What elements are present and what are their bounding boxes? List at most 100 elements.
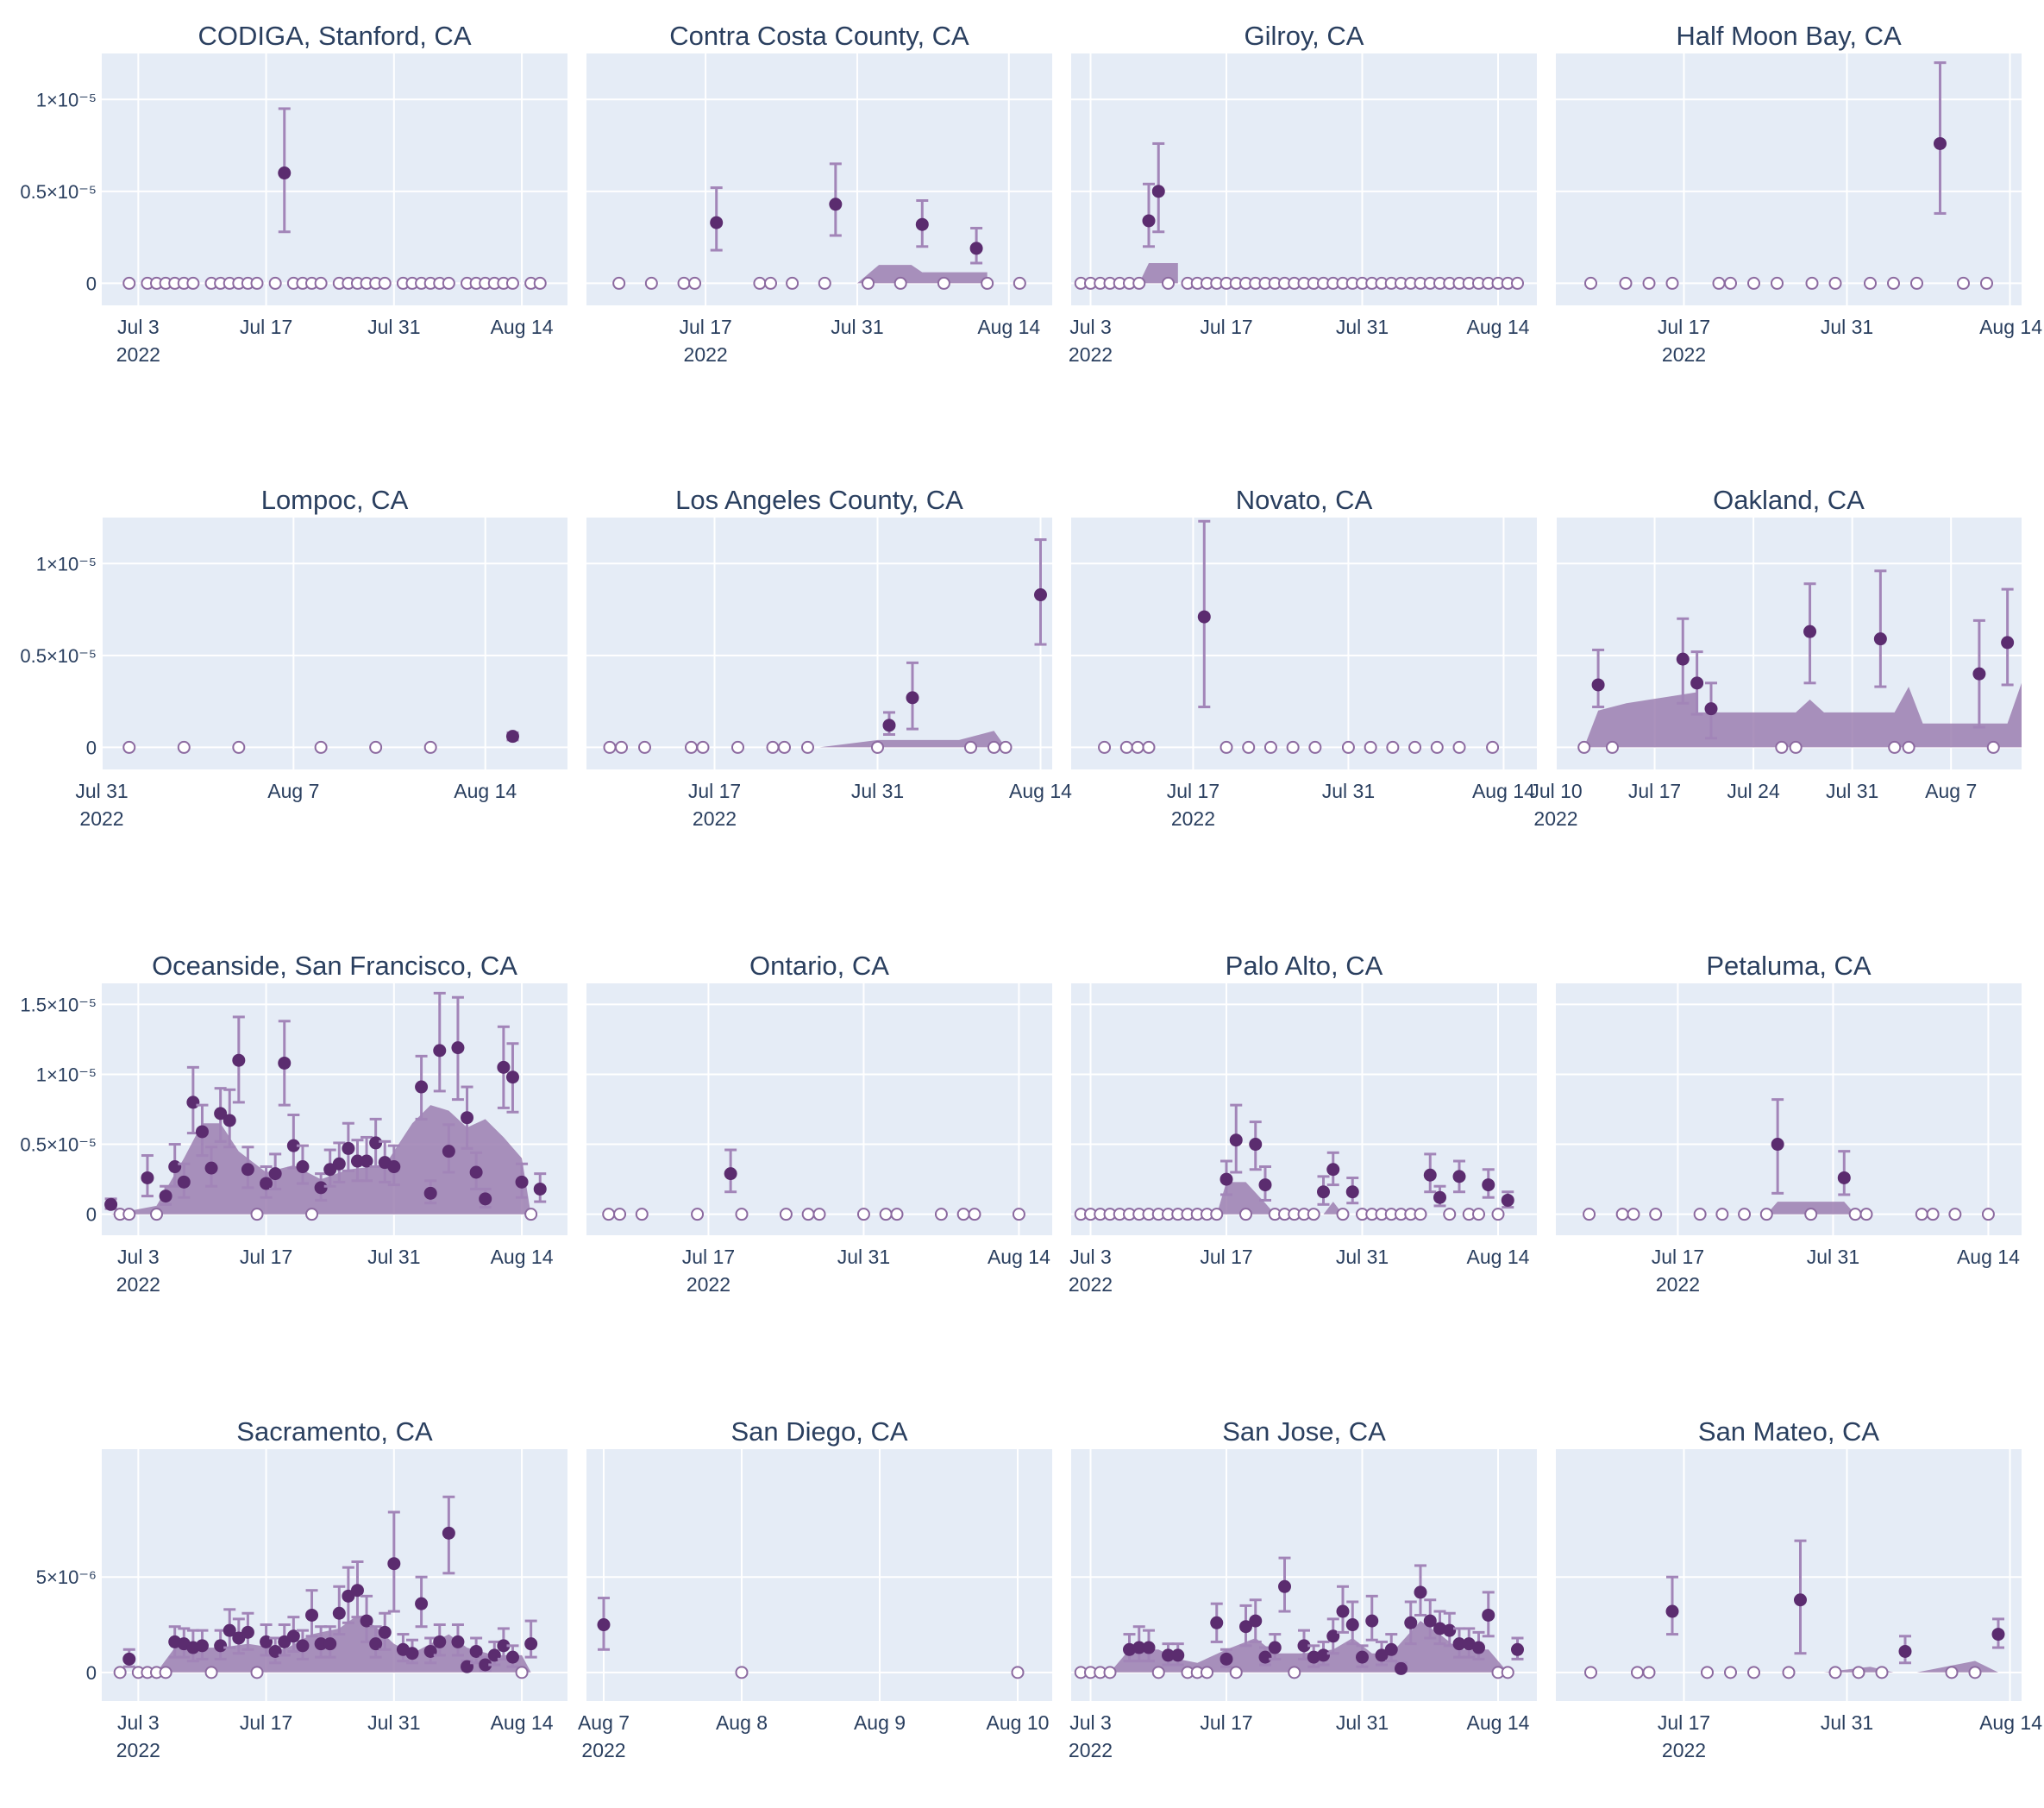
x-tick-label: Aug 14 <box>988 1246 1050 1268</box>
zero-point <box>1771 276 1784 290</box>
zero-point <box>1828 1666 1842 1679</box>
zero-point <box>1229 1666 1243 1679</box>
data-point <box>1197 610 1211 624</box>
data-point <box>350 1584 364 1598</box>
zero-point <box>763 276 777 290</box>
zero-point <box>515 1666 529 1679</box>
y-tick-label: 1×10⁻⁵ <box>36 89 97 110</box>
x-tick-year: 2022 <box>79 807 123 830</box>
zero-point <box>250 1208 264 1221</box>
confidence-band <box>819 731 1006 748</box>
zero-point <box>1712 276 1726 290</box>
subplot-title: Sacramento, CA <box>236 1416 433 1447</box>
subplot-title: Novato, CA <box>1236 485 1373 515</box>
subplot: Contra Costa County, CA Jul 17 2022 Jul 31 A… <box>586 21 1052 366</box>
data-point <box>159 1190 172 1203</box>
zero-point <box>1013 276 1026 290</box>
data-point <box>186 1095 200 1109</box>
data-point <box>1433 1622 1446 1635</box>
zero-point <box>122 740 136 754</box>
data-point <box>415 1080 429 1094</box>
subplot-title: San Jose, CA <box>1222 1416 1386 1447</box>
zero-point <box>688 276 702 290</box>
x-tick-label: Jul 17 <box>1658 316 1710 338</box>
data-point <box>505 730 519 744</box>
zero-point <box>1957 276 1970 290</box>
x-tick-label: Jul 31 <box>1826 780 1878 802</box>
x-tick-label: Jul 31 <box>367 316 420 338</box>
x-tick-label: Jul 17 <box>1652 1246 1704 1268</box>
zero-point <box>871 740 884 754</box>
zero-point <box>1119 740 1133 754</box>
zero-point <box>1782 1666 1796 1679</box>
zero-point <box>779 1208 793 1221</box>
zero-point <box>1501 1666 1514 1679</box>
x-tick-year: 2022 <box>693 807 737 830</box>
data-point <box>1972 667 1986 681</box>
zero-point <box>937 276 950 290</box>
zero-point <box>1336 1208 1350 1221</box>
zero-point <box>1307 1208 1320 1221</box>
subplot: Half Moon Bay, CA Jul 17 2022 Jul 31 Aug 14 <box>1556 21 2042 366</box>
data-point <box>260 1177 273 1190</box>
data-point <box>1162 1648 1175 1662</box>
x-tick-label: Jul 31 <box>367 1246 420 1268</box>
zero-point <box>268 276 282 290</box>
zero-point <box>1577 740 1591 754</box>
data-point <box>497 1639 511 1653</box>
zero-point <box>1452 740 1466 754</box>
x-tick-year: 2022 <box>116 343 160 366</box>
data-point <box>104 1197 118 1211</box>
zero-point <box>1910 276 1923 290</box>
zero-point <box>1242 740 1256 754</box>
data-point <box>451 1635 465 1648</box>
x-tick-label: Aug 14 <box>1467 1246 1530 1268</box>
x-tick-label: Aug 14 <box>491 1711 554 1734</box>
zero-point <box>893 276 907 290</box>
zero-point <box>696 740 710 754</box>
zero-point <box>968 1208 981 1221</box>
data-point <box>342 1141 355 1155</box>
zero-point <box>988 740 1000 754</box>
zero-point <box>862 276 875 290</box>
zero-point <box>1131 740 1144 754</box>
data-point <box>1132 1641 1146 1654</box>
zero-point <box>1414 1208 1427 1221</box>
plot-area <box>1556 53 2022 305</box>
data-point <box>1873 632 1887 646</box>
data-point <box>360 1154 373 1168</box>
data-point <box>387 1557 401 1571</box>
x-tick-label: Aug 7 <box>267 780 319 802</box>
data-point <box>1365 1614 1379 1628</box>
zero-point <box>1364 740 1377 754</box>
data-point <box>1384 1642 1398 1656</box>
data-point <box>214 1107 228 1121</box>
data-point <box>915 217 929 231</box>
zero-point <box>232 740 246 754</box>
zero-point <box>1486 740 1500 754</box>
subplot-title: Gilroy, CA <box>1245 21 1364 51</box>
data-point <box>314 1181 328 1195</box>
data-point <box>332 1606 346 1620</box>
x-tick-year: 2022 <box>1662 1739 1706 1761</box>
plot-area <box>586 1449 1052 1701</box>
zero-point <box>533 276 547 290</box>
zero-point <box>1430 740 1444 754</box>
data-point <box>369 1136 383 1150</box>
zero-point <box>369 740 383 754</box>
zero-point <box>818 276 831 290</box>
subplot: Ontario, CA Jul 17 2022 Jul 31 Aug 14 <box>586 951 1052 1296</box>
data-point <box>296 1160 310 1174</box>
data-point <box>195 1639 209 1653</box>
data-point <box>1307 1650 1320 1664</box>
zero-point <box>638 740 651 754</box>
y-tick-label: 0.5×10⁻⁵ <box>20 645 97 667</box>
data-point <box>241 1625 254 1639</box>
zero-point <box>1789 740 1803 754</box>
x-tick-label: Jul 31 <box>75 780 128 802</box>
y-tick-label: 0.5×10⁻⁵ <box>20 181 97 203</box>
data-point <box>1345 1185 1359 1199</box>
zero-point <box>1980 276 1993 290</box>
data-point <box>1239 1620 1252 1634</box>
